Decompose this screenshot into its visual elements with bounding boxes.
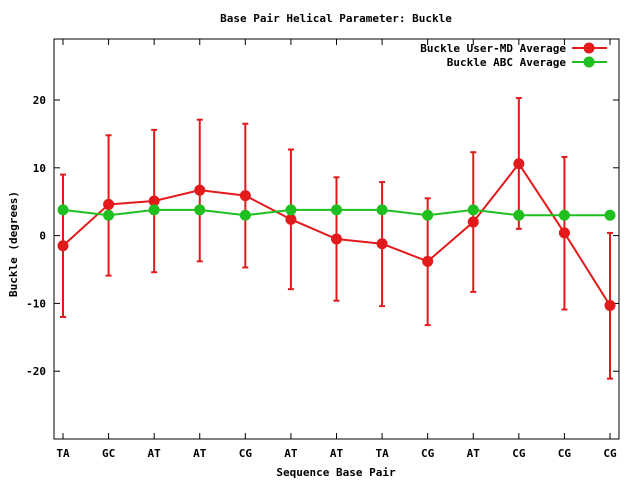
data-point: [148, 195, 160, 207]
x-tick-label: CG: [239, 447, 253, 460]
data-point: [285, 213, 297, 225]
series-abc: [57, 204, 616, 221]
x-tick-label: CG: [421, 447, 435, 460]
data-point: [194, 184, 206, 196]
data-point: [604, 299, 616, 311]
x-tick-label: TA: [375, 447, 389, 460]
series-layer: [57, 96, 616, 380]
y-tick-label: -10: [26, 297, 46, 310]
legend-marker: [583, 56, 595, 68]
data-point: [422, 209, 434, 221]
data-point: [57, 240, 69, 252]
x-tick-label: GC: [102, 447, 115, 460]
data-point: [148, 204, 160, 216]
y-tick-label: 0: [39, 230, 46, 243]
data-point: [513, 158, 525, 170]
legend-label: Buckle User-MD Average: [420, 42, 566, 55]
data-point: [239, 190, 251, 202]
x-axis-label: Sequence Base Pair: [276, 466, 396, 479]
data-point: [331, 204, 342, 216]
x-tick-label: AT: [193, 447, 207, 460]
data-point: [57, 204, 69, 216]
data-point: [376, 204, 388, 216]
x-tick-label: TA: [56, 447, 70, 460]
series-user-md: [57, 96, 616, 380]
data-point: [103, 198, 115, 210]
data-point: [467, 216, 479, 228]
data-point: [103, 209, 115, 221]
data-point: [558, 227, 570, 239]
data-point: [558, 209, 570, 221]
data-point: [285, 204, 297, 216]
data-point: [422, 255, 434, 267]
y-axis-label: Buckle (degrees): [7, 191, 20, 297]
x-tick-label: AT: [284, 447, 298, 460]
data-point: [194, 204, 206, 216]
legend-label: Buckle ABC Average: [447, 56, 567, 69]
x-tick-label: CG: [558, 447, 572, 460]
data-point: [604, 209, 616, 221]
data-point: [513, 209, 525, 221]
x-tick-label: CG: [603, 447, 617, 460]
data-point: [331, 233, 342, 245]
data-point: [376, 238, 388, 250]
y-tick-label: 10: [33, 162, 46, 175]
data-point: [239, 209, 251, 221]
chart-title: Base Pair Helical Parameter: Buckle: [220, 12, 452, 25]
x-tick-label: AT: [467, 447, 481, 460]
x-tick-label: AT: [330, 447, 344, 460]
data-point: [467, 204, 479, 216]
x-tick-label: CG: [512, 447, 526, 460]
axes-layer: -20 -10 0 10 20 TA GC AT AT CG AT AT TA CG AT CG CG CG: [26, 39, 619, 460]
y-tick-label: -20: [26, 365, 46, 378]
legend-marker: [583, 42, 595, 54]
y-tick-label: 20: [33, 94, 46, 107]
x-tick-label: AT: [148, 447, 162, 460]
